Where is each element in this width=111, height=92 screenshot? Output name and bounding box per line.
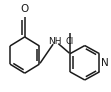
Text: Cl: Cl [66, 37, 74, 46]
Text: N: N [101, 58, 108, 68]
Text: O: O [21, 4, 29, 14]
Text: NH: NH [49, 37, 62, 46]
